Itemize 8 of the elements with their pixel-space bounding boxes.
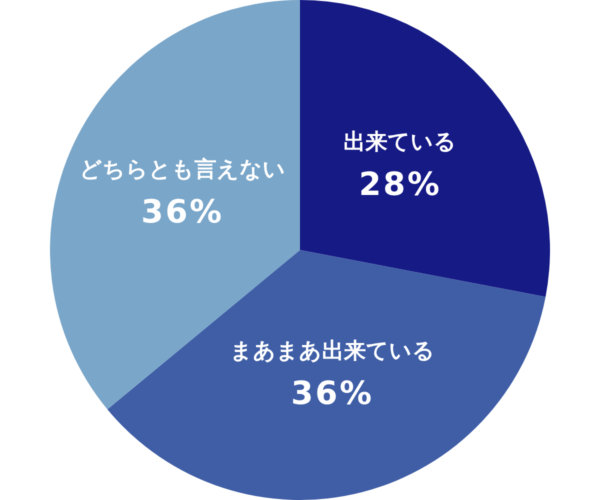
pie-slice (300, 0, 550, 297)
slice-label: どちらとも言えない (79, 156, 286, 183)
data-label: 36% (291, 374, 374, 412)
slice-label: まあまあ出来ている (230, 338, 435, 364)
data-label: 36% (141, 192, 224, 231)
data-label: 28% (358, 165, 442, 204)
pie-slice (107, 250, 546, 500)
slice-label: 出来ている (344, 130, 457, 156)
